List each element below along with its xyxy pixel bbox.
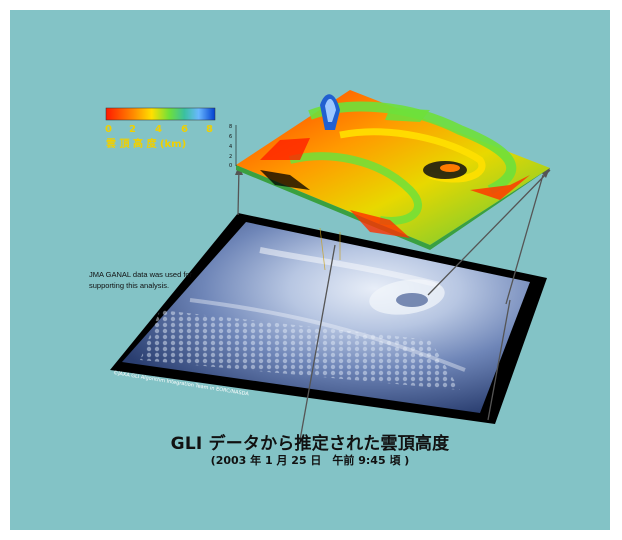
colorbar-tick-0: 0 [105,124,112,135]
colorbar-tick-2: 2 [129,124,136,135]
z-tick-8: 8 [229,124,232,130]
projection-arrows [235,165,551,441]
z-tick-2: 2 [229,154,232,160]
note-line-1: JMA GANAL data was used for [89,270,193,279]
z-tick-4: 4 [229,144,232,150]
colorbar-legend: 0 2 4 6 8 雲 頂 高 度 (km) [105,107,216,150]
analysis-note: JMA GANAL data was used for supporting t… [89,269,229,291]
z-tick-0: 0 [229,163,232,169]
figure-panel: ©JAXA GLI Algorithm Integration Team in … [10,10,610,530]
satellite-image-plane: ©JAXA GLI Algorithm Integration Team in … [110,213,547,424]
colorbar [105,107,216,121]
figure-subtitle: (2003 年 1 月 25 日 午前 9:45 頃 ) [210,454,410,467]
colorbar-tick-4: 4 [155,124,162,135]
z-tick-6: 6 [229,134,232,140]
figure-svg: ©JAXA GLI Algorithm Integration Team in … [105,90,551,441]
z-axis: 8 6 4 2 0 [229,124,237,169]
cloud-top-height-surface [236,90,550,250]
colorbar-tick-6: 6 [181,124,188,135]
colorbar-tick-8: 8 [206,124,213,135]
colorbar-label: 雲 頂 高 度 (km) [106,137,186,150]
note-line-2: supporting this analysis. [89,281,170,290]
figure-title: GLI データから推定された雲頂高度 [170,434,450,454]
